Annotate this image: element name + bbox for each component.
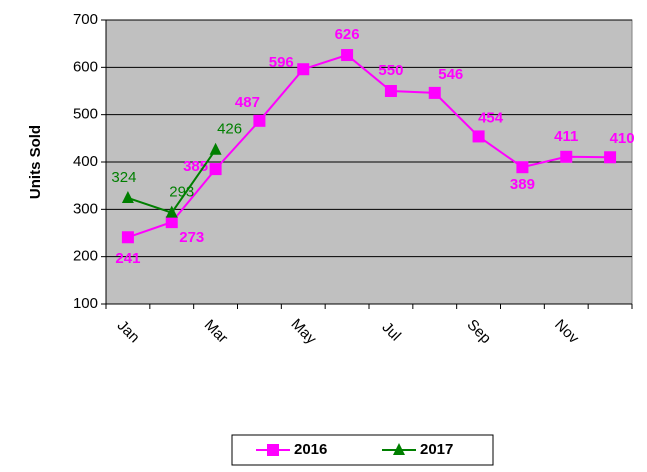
data-label: 293 bbox=[169, 184, 194, 201]
marker bbox=[209, 142, 222, 155]
y-tick-label: 700 bbox=[73, 11, 98, 28]
x-tick-label: May bbox=[288, 316, 320, 348]
data-label: 324 bbox=[111, 169, 136, 186]
x-tick-label: Jan bbox=[114, 317, 143, 346]
y-tick-label: 400 bbox=[73, 153, 98, 170]
data-label: 454 bbox=[478, 109, 504, 126]
marker bbox=[516, 161, 529, 174]
data-label: 550 bbox=[378, 62, 403, 79]
y-tick-label: 600 bbox=[73, 58, 98, 75]
x-tick-label: Sep bbox=[464, 316, 495, 347]
marker bbox=[604, 151, 617, 164]
data-label: 389 bbox=[510, 176, 535, 193]
series-line bbox=[127, 53, 611, 239]
marker bbox=[165, 205, 178, 218]
marker bbox=[428, 86, 441, 99]
marker bbox=[165, 216, 178, 229]
marker bbox=[472, 130, 485, 143]
legend-label: 2017 bbox=[420, 441, 453, 458]
data-label: 426 bbox=[217, 121, 242, 138]
marker bbox=[297, 63, 310, 76]
data-label: 626 bbox=[335, 26, 360, 43]
data-label: 410 bbox=[610, 130, 635, 147]
data-label: 487 bbox=[235, 94, 260, 111]
x-tick-label: Nov bbox=[551, 316, 582, 347]
data-label: 241 bbox=[115, 250, 140, 267]
x-tick-label: Jul bbox=[378, 319, 404, 345]
data-label: 596 bbox=[269, 54, 294, 71]
y-tick-label: 500 bbox=[73, 106, 98, 123]
marker bbox=[267, 444, 279, 456]
y-tick-label: 300 bbox=[73, 200, 98, 217]
marker bbox=[393, 443, 405, 455]
y-tick-label: 200 bbox=[73, 248, 98, 265]
marker bbox=[121, 190, 134, 203]
data-label: 273 bbox=[179, 229, 204, 246]
marker bbox=[209, 163, 222, 176]
data-label: 411 bbox=[554, 128, 578, 145]
marker bbox=[384, 85, 397, 97]
marker bbox=[253, 114, 266, 127]
y-tick-label: 100 bbox=[73, 295, 98, 312]
legend-label: 2016 bbox=[294, 441, 327, 458]
x-tick-label: Mar bbox=[201, 316, 231, 346]
data-label: 546 bbox=[438, 66, 463, 83]
marker bbox=[341, 49, 354, 62]
marker bbox=[560, 150, 573, 163]
marker bbox=[121, 231, 134, 244]
y-axis-label: Units Sold bbox=[27, 125, 44, 199]
